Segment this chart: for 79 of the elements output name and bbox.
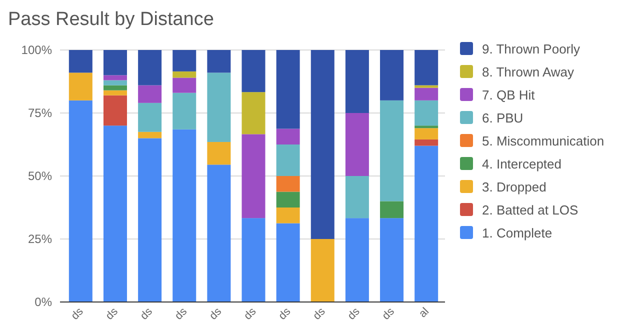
bar <box>68 100 92 302</box>
x-tick-label: ds <box>380 305 398 320</box>
legend-label: 8. Thrown Away <box>482 64 575 80</box>
bar <box>276 144 300 176</box>
legend-label: 5. Miscommunication <box>482 134 604 149</box>
bar <box>276 208 300 224</box>
legend-label: 6. PBU <box>482 110 524 126</box>
bar <box>103 85 127 90</box>
bar <box>276 50 300 129</box>
bar <box>414 100 438 126</box>
chart-title: Pass Result by Distance <box>8 9 214 30</box>
bar <box>242 134 266 218</box>
legend-label: 4. Intercepted <box>482 156 562 172</box>
bar <box>172 50 196 72</box>
x-tick-label: ds <box>138 305 156 320</box>
bar <box>138 85 162 103</box>
bar <box>138 50 162 86</box>
x-tick-label: ds <box>276 305 294 320</box>
bar <box>345 176 369 218</box>
bar <box>414 85 438 88</box>
bar <box>68 72 92 100</box>
y-tick-label: 25% <box>28 232 52 246</box>
bar <box>103 90 127 96</box>
bar <box>138 138 162 302</box>
bar <box>172 129 196 302</box>
x-tick-label: ds <box>346 305 363 320</box>
legend-label: 2. Batted at LOS <box>482 202 578 218</box>
bar <box>414 139 438 146</box>
x-tick-label: ds <box>104 305 121 320</box>
legend-label: 9. Thrown Poorly <box>482 42 581 57</box>
bar <box>103 75 127 80</box>
bar <box>345 218 369 302</box>
bar <box>380 100 404 202</box>
bar <box>242 50 266 92</box>
bar <box>138 132 162 138</box>
bar <box>103 95 127 126</box>
x-tick-label: ds <box>207 305 224 320</box>
legend-label: 3. Dropped <box>482 180 546 195</box>
bar <box>138 102 162 132</box>
legend-label: 7. QB Hit <box>482 88 536 103</box>
bar <box>68 50 92 73</box>
bar <box>172 92 196 130</box>
bar <box>310 239 334 302</box>
bar <box>414 88 438 100</box>
bar <box>103 126 127 302</box>
bar <box>276 223 300 302</box>
bar <box>276 128 300 144</box>
x-tick-label: al <box>416 306 432 320</box>
x-tick-label: ds <box>172 305 190 320</box>
y-tick-label: 0% <box>34 295 52 310</box>
y-tick-label: 100% <box>21 43 52 58</box>
bar <box>242 218 266 302</box>
x-tick-label: ds <box>69 305 86 320</box>
x-tick-label: ds <box>242 305 259 320</box>
bar <box>345 50 369 113</box>
bar <box>414 126 438 128</box>
bar <box>103 50 127 76</box>
y-tick-label: 50% <box>28 169 52 184</box>
bar <box>276 176 300 192</box>
bar <box>242 92 266 134</box>
bar <box>380 201 404 218</box>
bar <box>103 80 127 86</box>
x-tick-label: ds <box>311 305 328 320</box>
bar <box>207 72 231 142</box>
bar <box>207 142 231 165</box>
y-tick-label: 75% <box>28 106 52 120</box>
bar <box>276 192 300 208</box>
bar <box>207 50 231 73</box>
bar <box>172 78 196 93</box>
bar <box>380 50 404 100</box>
legend-label: 1. Complete <box>482 226 552 241</box>
bar <box>172 71 196 78</box>
bar <box>414 146 438 302</box>
bar <box>380 218 404 302</box>
bar <box>414 50 438 86</box>
bar <box>207 164 231 302</box>
bar <box>414 128 438 140</box>
bar <box>310 50 334 239</box>
bar <box>345 113 369 176</box>
